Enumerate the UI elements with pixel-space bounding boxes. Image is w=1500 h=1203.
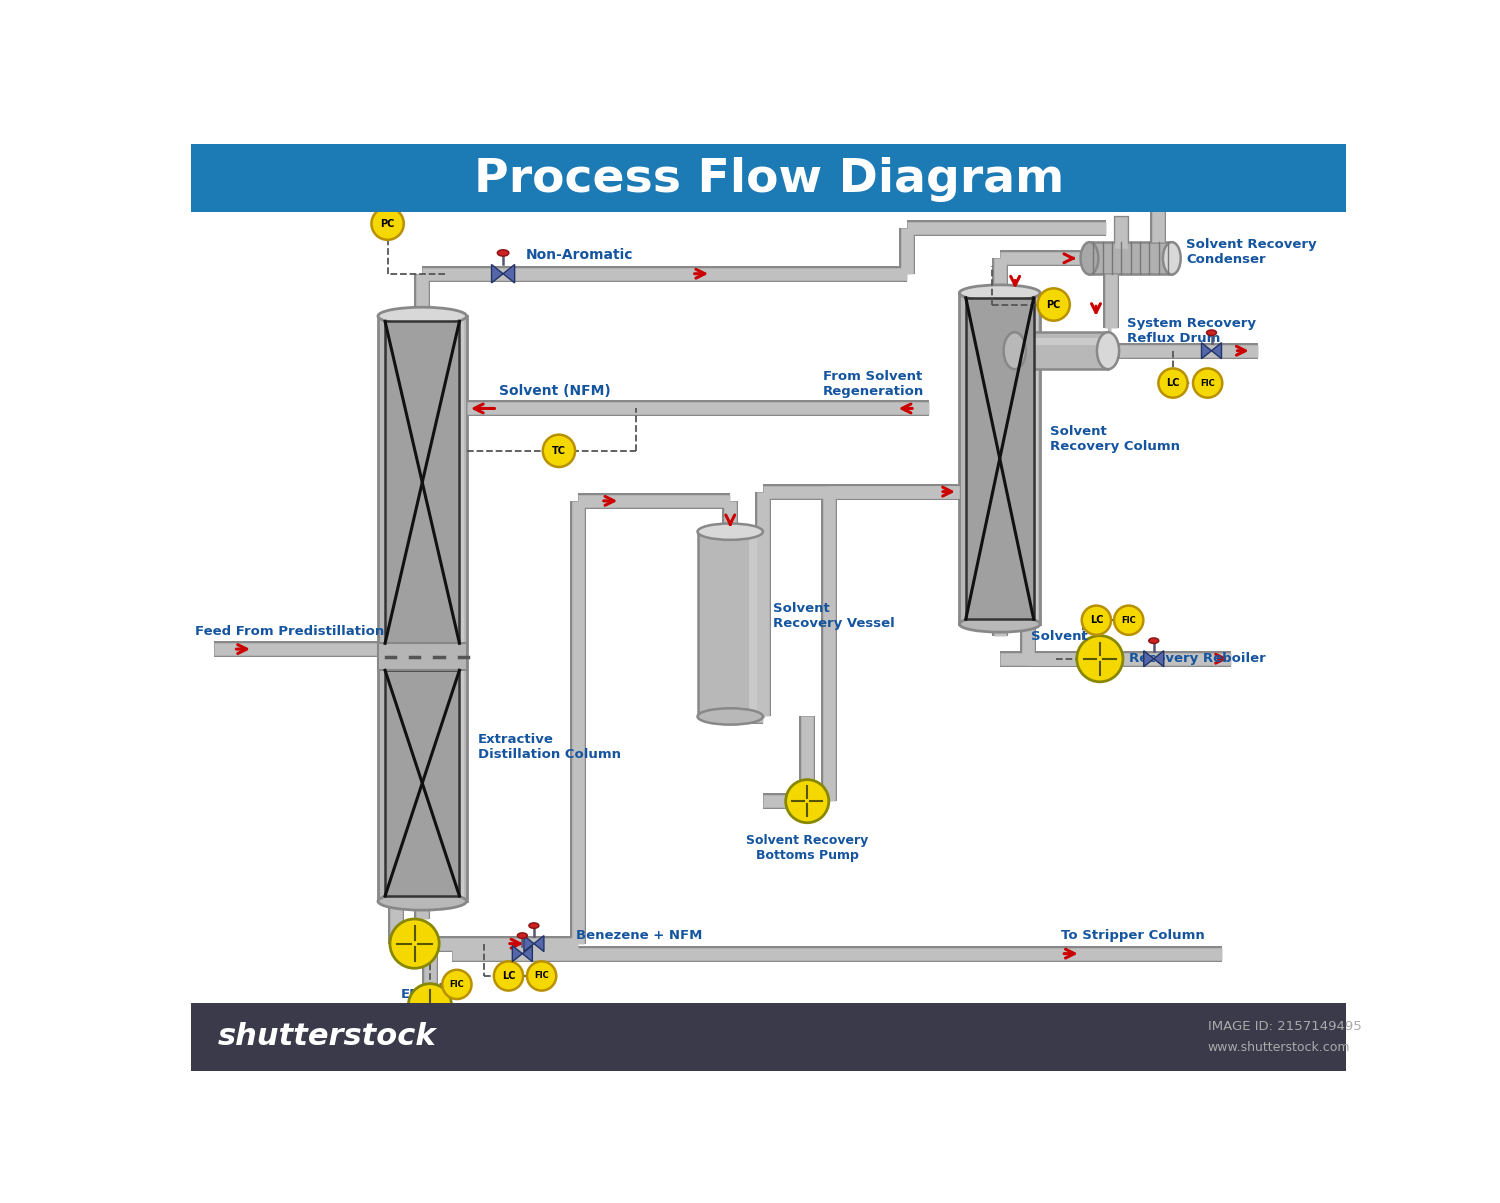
Circle shape (1114, 605, 1143, 635)
Circle shape (786, 780, 830, 823)
Text: Recovery Reboiler: Recovery Reboiler (1130, 652, 1266, 665)
Text: Solvent
Recovery Column: Solvent Recovery Column (1050, 426, 1180, 454)
FancyBboxPatch shape (1014, 338, 1108, 345)
Text: LC: LC (1167, 378, 1179, 389)
Text: shutterstock: shutterstock (217, 1023, 436, 1051)
Ellipse shape (498, 250, 508, 256)
Text: To Stripper Column: To Stripper Column (1062, 929, 1204, 942)
Text: Extractive Distillation
Bottoms Pump: Extractive Distillation Bottoms Pump (354, 1037, 506, 1066)
Ellipse shape (378, 893, 466, 911)
FancyBboxPatch shape (960, 294, 1040, 624)
Circle shape (543, 434, 574, 467)
Circle shape (1158, 368, 1188, 398)
Text: FIC: FIC (450, 980, 465, 989)
Text: FIC: FIC (1200, 379, 1215, 387)
FancyBboxPatch shape (698, 532, 764, 717)
FancyBboxPatch shape (444, 316, 464, 901)
Circle shape (1038, 289, 1070, 321)
Text: System Recovery
Reflux Drum: System Recovery Reflux Drum (1126, 318, 1256, 345)
FancyBboxPatch shape (190, 144, 1347, 212)
Ellipse shape (1149, 638, 1160, 644)
Text: PC: PC (1047, 300, 1060, 309)
Ellipse shape (1080, 242, 1098, 274)
Text: Solvent (NFM): Solvent (NFM) (500, 384, 610, 398)
Text: From Solvent
Regeneration: From Solvent Regeneration (822, 369, 924, 398)
Text: LC: LC (501, 971, 515, 980)
Text: PC: PC (381, 219, 394, 229)
Polygon shape (524, 936, 534, 952)
Polygon shape (492, 265, 502, 283)
Ellipse shape (1206, 330, 1216, 336)
Text: Solvent Recovery
Bottoms Pump: Solvent Recovery Bottoms Pump (746, 834, 868, 861)
Ellipse shape (960, 616, 1040, 632)
Text: ED
Reboiler: ED Reboiler (380, 989, 442, 1017)
Polygon shape (503, 265, 515, 283)
FancyBboxPatch shape (378, 644, 466, 670)
Text: www.shutterstock.com: www.shutterstock.com (1208, 1041, 1350, 1054)
Ellipse shape (698, 709, 764, 724)
FancyBboxPatch shape (1014, 332, 1108, 369)
Polygon shape (534, 936, 544, 952)
Polygon shape (522, 946, 532, 961)
Ellipse shape (378, 307, 466, 325)
Text: Solvent Recovery
Condenser: Solvent Recovery Condenser (1186, 238, 1317, 266)
Polygon shape (1154, 651, 1164, 666)
Circle shape (1077, 635, 1124, 682)
Text: Solvent: Solvent (1030, 630, 1088, 644)
Ellipse shape (1096, 332, 1119, 369)
Ellipse shape (530, 923, 538, 929)
FancyBboxPatch shape (190, 1003, 1347, 1071)
FancyBboxPatch shape (1020, 294, 1038, 624)
Circle shape (1192, 368, 1222, 398)
FancyBboxPatch shape (386, 670, 459, 896)
Circle shape (526, 961, 556, 990)
Polygon shape (1143, 651, 1154, 666)
Text: Extractive
Distillation Column: Extractive Distillation Column (477, 734, 621, 761)
Circle shape (408, 984, 452, 1027)
Text: Feed From Predistillation: Feed From Predistillation (195, 624, 384, 638)
Text: Solvent
Recovery Vessel: Solvent Recovery Vessel (772, 603, 894, 630)
Circle shape (390, 919, 439, 968)
Text: TC: TC (552, 446, 566, 456)
Text: Process Flow Diagram: Process Flow Diagram (474, 156, 1064, 202)
Polygon shape (1202, 343, 1212, 358)
Ellipse shape (1162, 242, 1180, 274)
Circle shape (1082, 605, 1112, 635)
Text: FIC: FIC (534, 972, 549, 980)
Ellipse shape (960, 285, 1040, 301)
Text: IMAGE ID: 2157149495: IMAGE ID: 2157149495 (1208, 1019, 1362, 1032)
FancyBboxPatch shape (378, 316, 466, 901)
Text: LC: LC (1089, 615, 1102, 626)
Polygon shape (513, 946, 522, 961)
Text: Benezene + NFM: Benezene + NFM (576, 929, 702, 942)
FancyBboxPatch shape (748, 532, 760, 717)
Circle shape (372, 207, 404, 239)
Text: FIC: FIC (1122, 616, 1136, 624)
Circle shape (442, 970, 471, 998)
Text: Non-Aromatic: Non-Aromatic (526, 248, 633, 262)
Ellipse shape (518, 932, 528, 938)
FancyBboxPatch shape (386, 321, 459, 644)
FancyBboxPatch shape (966, 298, 1034, 620)
Circle shape (494, 961, 524, 990)
Polygon shape (1212, 343, 1221, 358)
FancyBboxPatch shape (1089, 242, 1172, 274)
Ellipse shape (698, 523, 764, 540)
Ellipse shape (1004, 332, 1026, 369)
